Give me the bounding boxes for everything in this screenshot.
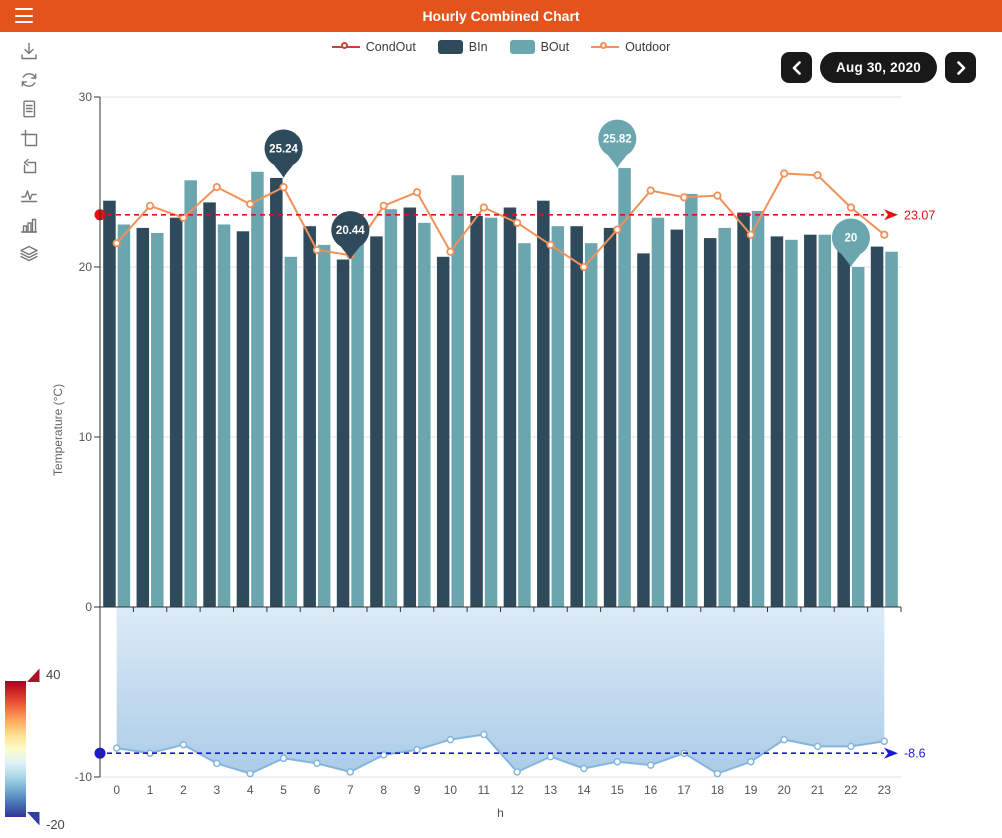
svg-text:17: 17 bbox=[677, 783, 691, 797]
visual-map-handle-min[interactable] bbox=[27, 812, 40, 826]
zoom-reset-icon bbox=[23, 158, 37, 174]
svg-text:-8.6: -8.6 bbox=[904, 747, 926, 761]
toolbar-stack-button[interactable] bbox=[16, 243, 42, 265]
toolbar-zoom-reset-button[interactable] bbox=[16, 156, 42, 178]
save-image-icon bbox=[21, 42, 37, 60]
svg-text:1: 1 bbox=[147, 783, 154, 797]
next-day-button[interactable] bbox=[945, 52, 976, 83]
svg-text:11: 11 bbox=[478, 783, 491, 797]
svg-text:13: 13 bbox=[544, 783, 558, 797]
legend-line-swatch bbox=[591, 40, 620, 54]
svg-text:10: 10 bbox=[444, 783, 458, 797]
legend-bar-swatch bbox=[437, 40, 463, 54]
menu-icon[interactable] bbox=[15, 8, 33, 23]
svg-text:2: 2 bbox=[180, 783, 187, 797]
svg-text:0: 0 bbox=[113, 783, 120, 797]
svg-text:8: 8 bbox=[380, 783, 387, 797]
svg-text:h: h bbox=[497, 806, 504, 820]
svg-text:5: 5 bbox=[280, 783, 287, 797]
svg-text:12: 12 bbox=[511, 783, 525, 797]
svg-text:23: 23 bbox=[878, 783, 892, 797]
chevron-left-icon bbox=[792, 60, 801, 75]
chevron-right-icon bbox=[956, 60, 965, 75]
visual-map-handle-max[interactable] bbox=[27, 668, 40, 683]
legend-label: Outdoor bbox=[625, 40, 671, 54]
toolbar-refresh-button[interactable] bbox=[16, 69, 42, 91]
legend-item-bin[interactable]: BIn bbox=[437, 40, 488, 54]
line-chart-icon bbox=[20, 190, 38, 203]
series-bout-bars[interactable] bbox=[117, 168, 898, 608]
current-date-button[interactable]: Aug 30, 2020 bbox=[820, 52, 937, 83]
data-zoom-icon bbox=[20, 129, 38, 147]
svg-text:18: 18 bbox=[711, 783, 725, 797]
legend-line-swatch bbox=[331, 40, 360, 54]
bar-chart-icon bbox=[20, 218, 38, 233]
page-title: Hourly Combined Chart bbox=[422, 8, 580, 24]
legend-item-condout[interactable]: CondOut bbox=[331, 40, 416, 54]
grid-lines bbox=[100, 96, 901, 778]
svg-text:25.82: 25.82 bbox=[603, 134, 632, 146]
legend-label: BOut bbox=[540, 40, 570, 54]
svg-text:4: 4 bbox=[247, 783, 254, 797]
refresh-icon bbox=[21, 73, 37, 87]
svg-text:20.44: 20.44 bbox=[336, 225, 365, 237]
stack-icon bbox=[20, 245, 38, 262]
legend-bar-swatch bbox=[509, 40, 535, 54]
legend-label: BIn bbox=[468, 40, 488, 54]
chart-toolbox bbox=[16, 40, 58, 265]
chart-legend: CondOut BIn BOut Outdoor bbox=[0, 40, 1002, 54]
app-header: Hourly Combined Chart bbox=[0, 0, 1002, 32]
toolbar-data-zoom-button[interactable] bbox=[16, 127, 42, 149]
svg-text:22: 22 bbox=[844, 783, 858, 797]
svg-text:20: 20 bbox=[778, 783, 792, 797]
legend-item-outdoor[interactable]: Outdoor bbox=[591, 40, 670, 54]
data-view-icon bbox=[23, 100, 36, 118]
axes bbox=[94, 96, 902, 778]
visual-map: 40 -20 bbox=[5, 667, 65, 832]
markline-average-outdoor: 23.07 bbox=[94, 208, 935, 222]
svg-text:15: 15 bbox=[611, 783, 625, 797]
markline-average-condout: -8.6 bbox=[94, 747, 926, 761]
svg-text:3: 3 bbox=[213, 783, 220, 797]
svg-text:20: 20 bbox=[79, 260, 93, 274]
series-bin-bars[interactable] bbox=[103, 177, 884, 608]
svg-text:40: 40 bbox=[46, 667, 60, 682]
svg-text:9: 9 bbox=[414, 783, 421, 797]
legend-label: CondOut bbox=[365, 40, 416, 54]
svg-text:-10: -10 bbox=[75, 770, 93, 784]
svg-text:20: 20 bbox=[845, 233, 858, 245]
svg-text:7: 7 bbox=[347, 783, 354, 797]
markpoint-pins: 25.24 20.44 25.82 20 bbox=[264, 119, 870, 267]
svg-text:23.07: 23.07 bbox=[904, 208, 935, 222]
svg-text:14: 14 bbox=[577, 783, 591, 797]
svg-text:16: 16 bbox=[644, 783, 658, 797]
svg-text:19: 19 bbox=[744, 783, 758, 797]
svg-text:10: 10 bbox=[79, 430, 93, 444]
toolbar-data-view-button[interactable] bbox=[16, 98, 42, 120]
toolbar-save-image-button[interactable] bbox=[16, 40, 42, 62]
series-condout-area[interactable] bbox=[112, 607, 889, 778]
prev-day-button[interactable] bbox=[781, 52, 813, 83]
svg-text:Temperature (°C): Temperature (°C) bbox=[51, 384, 65, 476]
date-navigation: Aug 30, 2020 bbox=[781, 52, 976, 83]
svg-text:0: 0 bbox=[85, 600, 92, 614]
toolbar-line-chart-button[interactable] bbox=[16, 185, 42, 207]
svg-text:30: 30 bbox=[79, 90, 93, 104]
svg-text:21: 21 bbox=[811, 783, 825, 797]
legend-item-bout[interactable]: BOut bbox=[509, 40, 570, 54]
toolbar-bar-chart-button[interactable] bbox=[16, 214, 42, 236]
svg-text:6: 6 bbox=[314, 783, 321, 797]
svg-text:25.24: 25.24 bbox=[269, 143, 298, 155]
svg-text:-20: -20 bbox=[46, 817, 65, 832]
